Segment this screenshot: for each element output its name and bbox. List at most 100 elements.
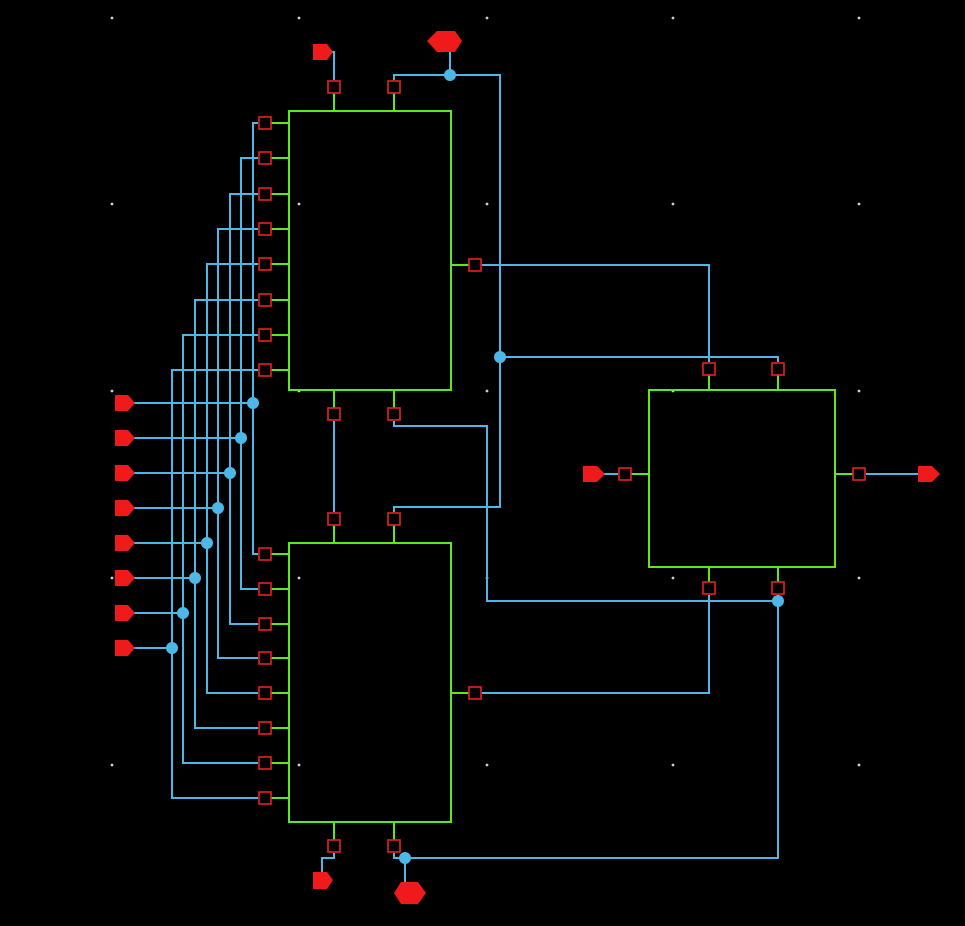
pin-marker[interactable] (468, 258, 482, 272)
pin-marker[interactable] (327, 80, 341, 94)
bus-wire-down (171, 648, 258, 799)
pin-marker[interactable] (258, 721, 272, 735)
pentagon-port-icon[interactable] (115, 430, 135, 446)
pentagon-port-icon[interactable] (115, 570, 135, 586)
pentagon-port-icon[interactable] (918, 466, 940, 482)
input-bus-wires (132, 122, 258, 799)
bus-wire-down (182, 613, 258, 764)
bus-wire-down (217, 508, 258, 659)
pentagon-port-icon[interactable] (583, 466, 605, 482)
pentagon-port-icon[interactable] (115, 395, 135, 411)
pin-marker[interactable] (258, 582, 272, 596)
grid-dot (110, 389, 114, 393)
hexagon-port-icon[interactable] (394, 882, 426, 904)
pin-marker[interactable] (702, 362, 716, 376)
junction-dot-icon (224, 467, 236, 479)
wire-shared-top (500, 356, 779, 362)
wire-top-out (482, 264, 710, 362)
grid-dot (857, 202, 861, 206)
wires (132, 51, 920, 883)
bus-wire-up (182, 334, 258, 613)
bus-wire-down (194, 578, 258, 729)
pin-marker[interactable] (258, 187, 272, 201)
pin-marker[interactable] (618, 467, 632, 481)
io-ports (115, 31, 940, 904)
pin-marker[interactable] (258, 756, 272, 770)
grid-dot (485, 389, 489, 393)
pin-marker[interactable] (258, 257, 272, 271)
grid-dot (110, 576, 114, 580)
pentagon-port-icon[interactable] (115, 640, 135, 656)
pin-marker[interactable] (387, 839, 401, 853)
wire-bottom-out (482, 595, 710, 694)
bus-wire-up (229, 193, 258, 473)
block-top[interactable] (288, 110, 452, 391)
grid-dot (485, 16, 489, 20)
pin-marker[interactable] (771, 581, 785, 595)
pin-marker[interactable] (702, 581, 716, 595)
pin-marker[interactable] (327, 407, 341, 421)
junction-dot-icon (212, 502, 224, 514)
pin-marker[interactable] (387, 407, 401, 421)
pentagon-port-icon[interactable] (115, 500, 135, 516)
pin-marker[interactable] (258, 328, 272, 342)
pentagon-port-icon[interactable] (313, 872, 333, 889)
block-bottom[interactable] (288, 542, 452, 823)
pin-marker[interactable] (258, 547, 272, 561)
wire-shared-down (393, 357, 501, 512)
grid-dot (485, 763, 489, 767)
grid-dot (297, 576, 301, 580)
grid-dot (671, 763, 675, 767)
pin-marker[interactable] (387, 80, 401, 94)
junction-dot-icon (399, 852, 411, 864)
grid-dot (110, 16, 114, 20)
bus-wire-up (194, 299, 258, 578)
pentagon-port-icon[interactable] (115, 535, 135, 551)
pentagon-port-icon[interactable] (313, 44, 333, 60)
pin-marker[interactable] (258, 651, 272, 665)
grid-dot (485, 202, 489, 206)
pin-marker[interactable] (258, 363, 272, 377)
grid-dot (857, 576, 861, 580)
grid-dot (110, 202, 114, 206)
hexagon-port-icon[interactable] (427, 31, 462, 52)
grid-dot (671, 202, 675, 206)
pin-marker[interactable] (327, 839, 341, 853)
pin-marker[interactable] (258, 617, 272, 631)
pins (258, 80, 866, 853)
grid-dot (297, 202, 301, 206)
bus-wire-up (252, 122, 258, 403)
junction-dot-icon (201, 537, 213, 549)
pin-marker[interactable] (258, 293, 272, 307)
blocks (288, 110, 836, 823)
pin-marker[interactable] (327, 512, 341, 526)
wire-top-pin2-bidir (393, 74, 501, 357)
pin-marker[interactable] (387, 512, 401, 526)
pin-marker[interactable] (468, 686, 482, 700)
grid-dot (857, 763, 861, 767)
pin-marker[interactable] (258, 116, 272, 130)
pin-marker[interactable] (852, 467, 866, 481)
wire-right-bottom-pin2 (405, 595, 779, 859)
bus-wire-up (217, 228, 258, 508)
grid-dot (297, 16, 301, 20)
pin-marker[interactable] (258, 151, 272, 165)
bus-wire-up (206, 263, 258, 543)
block-right[interactable] (648, 389, 836, 568)
pin-marker[interactable] (258, 686, 272, 700)
grid-dot (857, 389, 861, 393)
junctions (166, 69, 784, 864)
grid-dot (857, 16, 861, 20)
bus-wire-down (206, 543, 258, 694)
pin-marker[interactable] (771, 362, 785, 376)
junction-dot-icon (444, 69, 456, 81)
pin-marker[interactable] (258, 222, 272, 236)
bus-wire-down (252, 403, 258, 555)
bus-wire-up (240, 157, 258, 438)
pentagon-port-icon[interactable] (115, 605, 135, 621)
pin-marker[interactable] (258, 791, 272, 805)
junction-dot-icon (189, 572, 201, 584)
pentagon-port-icon[interactable] (115, 465, 135, 481)
wire-top-bottom-pin2 (393, 421, 778, 602)
